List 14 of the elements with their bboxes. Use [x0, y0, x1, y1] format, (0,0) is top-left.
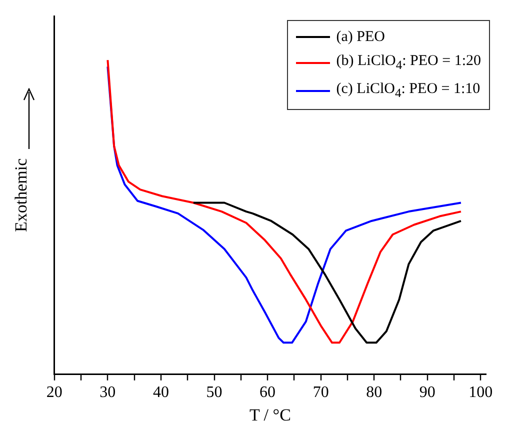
y-axis-title: Exothemic: [12, 158, 31, 232]
x-tick-label: 50: [206, 384, 222, 402]
legend-label: (b) LiClO$_{4}$: PEO = 1:20: [336, 52, 481, 74]
x-tick-label: 20: [46, 384, 62, 402]
x-tick-label: 60: [260, 384, 276, 402]
x-tick-label: 40: [152, 384, 169, 402]
x-tick-label: 30: [100, 384, 116, 402]
x-axis-title: T / °C: [249, 405, 291, 424]
x-tick-label: 100: [468, 384, 493, 402]
x-tick-label: 80: [366, 384, 382, 402]
x-tick-label: 90: [419, 384, 436, 402]
legend-label: (a) PEO: [336, 28, 386, 47]
legend-label: (c) LiClO$_{4}$: PEO = 1:10: [336, 80, 480, 102]
x-tick-label: 70: [312, 384, 329, 402]
